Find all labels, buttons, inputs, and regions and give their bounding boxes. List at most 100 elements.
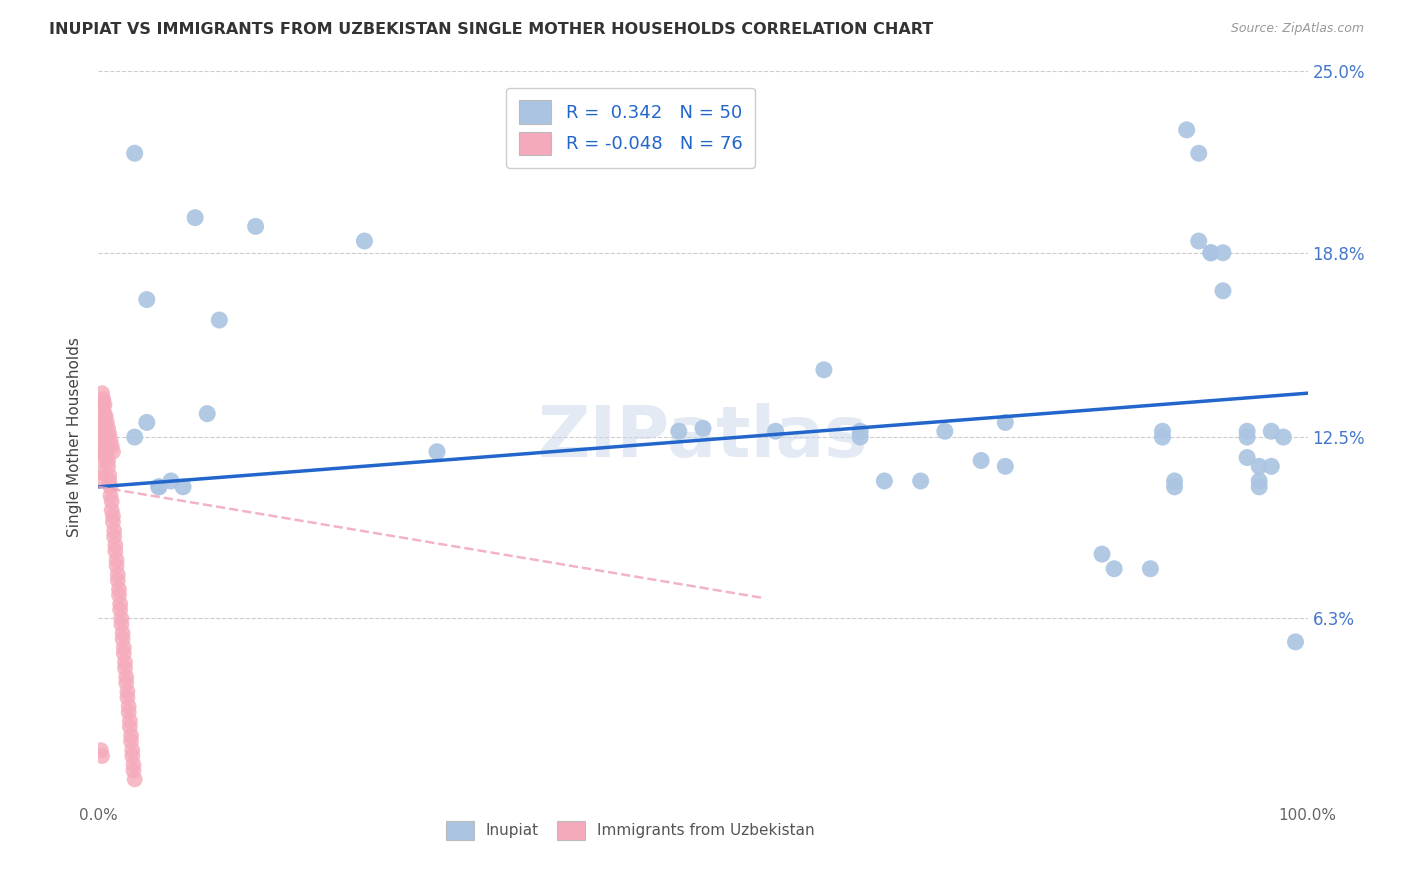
Point bbox=[1188, 234, 1211, 248]
Point bbox=[353, 234, 375, 248]
Point bbox=[91, 395, 114, 409]
Point bbox=[135, 416, 157, 430]
Point bbox=[94, 421, 117, 435]
Point bbox=[970, 453, 993, 467]
Point bbox=[118, 714, 141, 728]
Point bbox=[108, 597, 131, 611]
Point bbox=[1249, 474, 1271, 488]
Point bbox=[100, 494, 122, 508]
Point bbox=[1091, 547, 1114, 561]
Point bbox=[93, 416, 115, 430]
Text: Source: ZipAtlas.com: Source: ZipAtlas.com bbox=[1230, 22, 1364, 36]
Point bbox=[1236, 450, 1258, 465]
Point bbox=[208, 313, 231, 327]
Point bbox=[148, 480, 170, 494]
Point bbox=[1236, 430, 1258, 444]
Point bbox=[118, 699, 141, 714]
Point bbox=[1163, 474, 1185, 488]
Point bbox=[107, 567, 129, 582]
Point bbox=[118, 705, 141, 719]
Point bbox=[96, 444, 118, 458]
Point bbox=[121, 749, 143, 764]
Point bbox=[120, 729, 142, 743]
Point bbox=[172, 480, 194, 494]
Point bbox=[994, 459, 1017, 474]
Point bbox=[107, 574, 129, 588]
Point bbox=[104, 544, 127, 558]
Point bbox=[101, 515, 124, 529]
Point bbox=[110, 617, 132, 632]
Point bbox=[110, 611, 132, 625]
Point bbox=[1260, 424, 1282, 438]
Point bbox=[91, 392, 114, 406]
Point bbox=[849, 424, 872, 438]
Point bbox=[668, 424, 690, 438]
Point bbox=[93, 444, 115, 458]
Point bbox=[104, 538, 127, 552]
Point bbox=[98, 474, 121, 488]
Point bbox=[245, 219, 267, 234]
Point bbox=[91, 450, 114, 465]
Point bbox=[135, 293, 157, 307]
Point bbox=[91, 421, 114, 435]
Point bbox=[100, 439, 122, 453]
Point bbox=[1249, 480, 1271, 494]
Point bbox=[122, 757, 145, 772]
Point bbox=[148, 480, 170, 494]
Point bbox=[120, 734, 142, 748]
Point bbox=[122, 764, 145, 778]
Point bbox=[94, 409, 117, 424]
Point bbox=[849, 430, 872, 444]
Point bbox=[108, 582, 131, 597]
Point bbox=[1272, 430, 1295, 444]
Point bbox=[108, 603, 131, 617]
Point bbox=[96, 416, 118, 430]
Point bbox=[117, 690, 139, 705]
Point bbox=[112, 640, 135, 655]
Point bbox=[1175, 123, 1198, 137]
Point bbox=[90, 416, 112, 430]
Point bbox=[1249, 459, 1271, 474]
Point bbox=[100, 503, 122, 517]
Text: INUPIAT VS IMMIGRANTS FROM UZBEKISTAN SINGLE MOTHER HOUSEHOLDS CORRELATION CHART: INUPIAT VS IMMIGRANTS FROM UZBEKISTAN SI… bbox=[49, 22, 934, 37]
Point bbox=[96, 439, 118, 453]
Point bbox=[91, 433, 114, 447]
Point bbox=[100, 433, 122, 447]
Point bbox=[97, 453, 120, 467]
Point bbox=[124, 146, 146, 161]
Point bbox=[93, 398, 115, 412]
Point bbox=[93, 407, 115, 421]
Point bbox=[1163, 480, 1185, 494]
Point bbox=[91, 749, 114, 764]
Point bbox=[101, 509, 124, 524]
Point bbox=[934, 424, 956, 438]
Point bbox=[1236, 424, 1258, 438]
Point bbox=[98, 427, 121, 442]
Point bbox=[98, 468, 121, 483]
Point bbox=[111, 626, 134, 640]
Point bbox=[91, 427, 114, 442]
Point bbox=[105, 558, 128, 573]
Point bbox=[90, 444, 112, 458]
Point bbox=[124, 772, 146, 787]
Legend: Inupiat, Immigrants from Uzbekistan: Inupiat, Immigrants from Uzbekistan bbox=[440, 814, 821, 847]
Point bbox=[1152, 424, 1174, 438]
Point bbox=[1188, 146, 1211, 161]
Point bbox=[91, 471, 114, 485]
Point bbox=[994, 416, 1017, 430]
Point bbox=[160, 474, 183, 488]
Point bbox=[94, 450, 117, 465]
Point bbox=[1260, 459, 1282, 474]
Point bbox=[100, 489, 122, 503]
Point bbox=[108, 588, 131, 602]
Point bbox=[765, 424, 787, 438]
Point bbox=[426, 444, 449, 458]
Point bbox=[103, 524, 125, 538]
Point bbox=[90, 465, 112, 479]
Point bbox=[1199, 245, 1222, 260]
Point bbox=[103, 530, 125, 544]
Point bbox=[1212, 245, 1234, 260]
Point bbox=[121, 743, 143, 757]
Point bbox=[90, 743, 112, 757]
Point bbox=[105, 553, 128, 567]
